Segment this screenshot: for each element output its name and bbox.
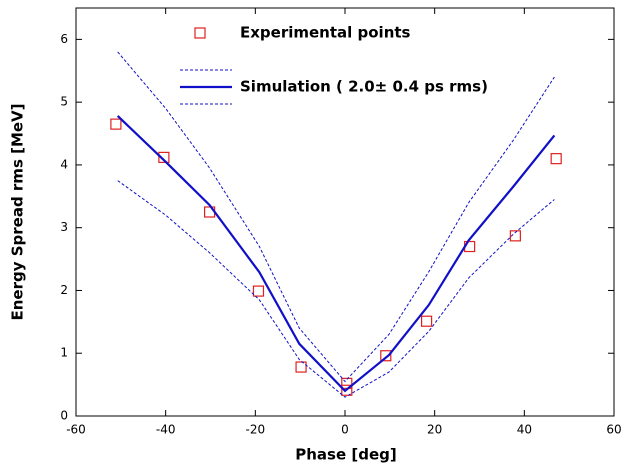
data-point (158, 151, 170, 163)
simulation-line (116, 115, 556, 393)
x-tick-label: 60 (606, 423, 621, 437)
y-tick-label: 1 (60, 346, 68, 360)
y-axis-label: Energy Spread rms [MeV] (9, 103, 27, 320)
legend-label: Experimental points (240, 24, 411, 42)
data-point (341, 384, 353, 396)
y-tick-label: 0 (60, 409, 68, 423)
x-tick-label: -40 (156, 423, 176, 437)
data-point (509, 230, 521, 242)
data-point (252, 285, 265, 297)
y-tick-label: 5 (60, 95, 68, 109)
x-tick-label: -20 (246, 423, 266, 437)
y-tick-label: 4 (60, 157, 68, 171)
y-tick-label: 2 (60, 283, 68, 297)
data-point (380, 350, 392, 362)
legend-marker (194, 27, 206, 39)
y-tick-label: 6 (60, 32, 68, 46)
x-tick-label: -60 (66, 423, 86, 437)
data-point (420, 315, 433, 327)
data-point (110, 118, 122, 130)
y-tick-label: 3 (60, 220, 68, 234)
plot-frame (75, 7, 615, 417)
x-tick-label: 20 (427, 423, 442, 437)
x-tick-label: 0 (341, 423, 349, 437)
lower-bound-line (117, 180, 555, 398)
data-point (550, 153, 562, 165)
x-axis-label: Phase [deg] (295, 446, 396, 464)
legend-label: Simulation ( 2.0± 0.4 ps rms) (240, 78, 488, 96)
upper-bound-line (117, 51, 555, 383)
data-point (295, 361, 307, 373)
x-tick-label: 40 (517, 423, 532, 437)
